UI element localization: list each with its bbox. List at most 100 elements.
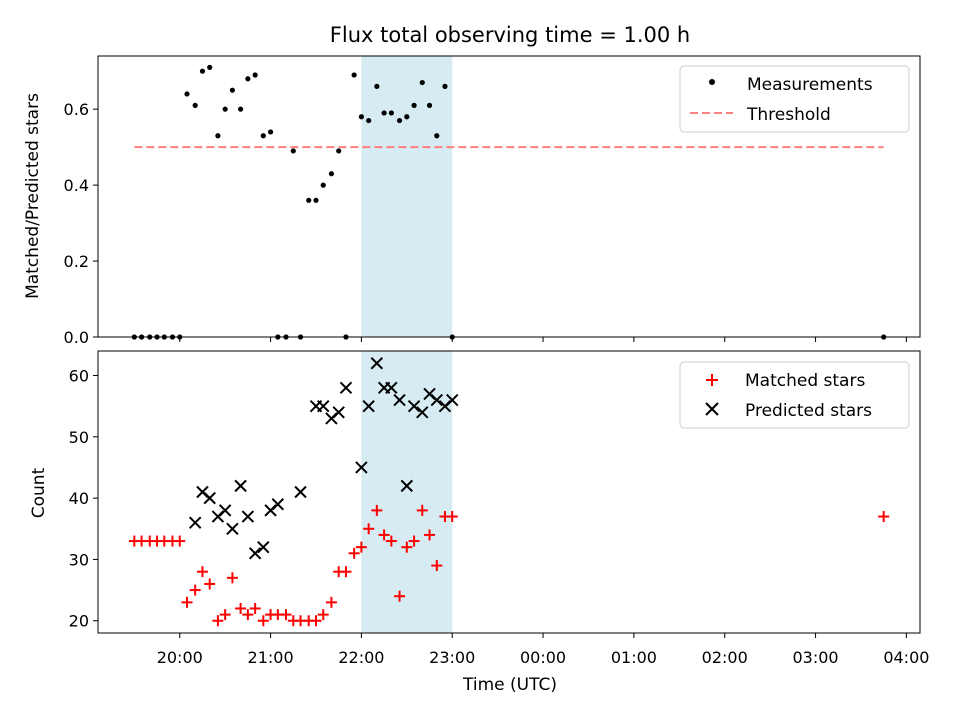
ratio-x-ticks: [179, 337, 907, 342]
matched-star-point: [371, 504, 383, 516]
y-tick-label: 20: [69, 612, 89, 631]
count-axes-frame: [97, 350, 921, 634]
y-tick-label: 0.0: [64, 328, 89, 347]
matched-star-point: [317, 609, 329, 621]
matched-star-point: [204, 578, 216, 590]
ratio-y-axis: 0.0 0.2 0.4 0.6: [64, 100, 98, 347]
y-tick-label: 40: [69, 489, 89, 508]
matched-star-point: [378, 529, 390, 541]
count-x-axis: 20:00 21:00 22:00 23:00 00:00 01:00 02:00 03:00…: [157, 633, 929, 667]
ratio-legend: Measurements Threshold: [679, 65, 910, 133]
measurement-point: [306, 197, 312, 203]
measurement-point: [238, 106, 244, 112]
y-tick-label: 60: [69, 367, 89, 386]
predicted-star-point: [188, 516, 202, 529]
matched-star-point: [446, 511, 458, 523]
matched-star-point: [212, 615, 224, 627]
x-tick-label: 00:00: [520, 648, 566, 667]
measurement-point: [260, 133, 266, 139]
measurement-point: [358, 114, 365, 120]
y-tick-label: 0.4: [64, 176, 89, 195]
ratio-axes-frame: [97, 55, 921, 338]
legend-predicted-label: Predicted stars: [745, 401, 872, 421]
measurement-point: [396, 117, 403, 124]
predicted-star-point: [362, 399, 375, 413]
predicted-star-point: [407, 399, 421, 413]
measurement-point: [442, 83, 448, 89]
y-tick-label: 0.2: [64, 252, 89, 271]
matched-star-point: [219, 609, 231, 621]
legend-measurements-label: Measurements: [747, 75, 873, 95]
matched-star-point: [348, 547, 360, 559]
x-tick-label: 22:00: [338, 648, 384, 667]
predicted-star-point: [400, 479, 414, 493]
legend-matched-label: Matched stars: [745, 371, 865, 391]
measurement-point: [336, 148, 342, 154]
measurement-point: [192, 102, 198, 108]
measurement-point: [328, 171, 335, 177]
matched-star-point: [325, 596, 337, 608]
predicted-star-point: [416, 406, 429, 419]
measurement-point: [419, 79, 425, 86]
matched-stars-points: [128, 504, 890, 627]
chart-title: Flux total observing time = 1.00 h: [330, 23, 690, 47]
measurement-point: [404, 114, 410, 120]
predicted-star-point: [393, 393, 406, 407]
x-tick-label: 20:00: [157, 648, 203, 667]
matched-star-point: [394, 590, 406, 602]
matched-star-point: [408, 535, 420, 547]
x-tick-label: 04:00: [883, 648, 929, 667]
ratio-legend-box: [679, 65, 910, 133]
x-tick-label: 21:00: [248, 648, 294, 667]
count-legend: Matched stars Predicted stars: [679, 361, 910, 429]
ratio-y-label: Matched/Predicted stars: [23, 93, 43, 299]
matched-star-point: [355, 541, 367, 553]
predicted-star-point: [226, 522, 239, 535]
measurement-point: [215, 133, 221, 139]
measurement-point: [222, 106, 228, 112]
measurement-point: [374, 83, 380, 89]
matched-star-point: [416, 504, 428, 516]
measurement-point: [229, 87, 236, 93]
legend-threshold-label: Threshold: [746, 105, 831, 125]
ratio-panel: 0.0 0.2 0.4 0.6 Matched/Predicted stars Mea…: [23, 55, 921, 347]
measurement-point: [207, 64, 213, 70]
x-axis-label: Time (UTC): [462, 675, 557, 695]
matched-star-point: [242, 609, 254, 621]
matched-star-point: [401, 541, 413, 553]
measurement-point: [434, 133, 440, 139]
measurement-point: [313, 197, 319, 203]
y-tick-label: 0.6: [64, 100, 89, 119]
y-tick-label: 30: [69, 550, 89, 569]
predicted-star-point: [370, 357, 384, 370]
predicted-star-point: [355, 461, 368, 474]
count-legend-box: [679, 361, 910, 429]
legend-predicted-marker: [705, 402, 719, 416]
measurement-point: [320, 182, 326, 188]
measurement-point: [366, 117, 372, 124]
predicted-star-point: [317, 399, 330, 413]
legend-matched-marker: [706, 374, 718, 386]
matched-star-point: [181, 596, 193, 608]
measurement-point: [388, 110, 394, 116]
predicted-star-point: [430, 393, 443, 407]
x-tick-label: 23:00: [429, 648, 475, 667]
predicted-star-point: [241, 510, 255, 523]
predicted-star-point: [218, 504, 232, 517]
measurement-point: [245, 76, 251, 82]
measurement-point: [252, 72, 258, 78]
predicted-star-point: [332, 406, 345, 419]
matched-star-point: [196, 566, 208, 578]
count-y-axis: 20 30 40 50 60: [69, 367, 98, 631]
measurement-point: [199, 68, 206, 74]
matched-star-point: [280, 609, 292, 621]
predicted-star-point: [257, 540, 270, 554]
predicted-star-point: [446, 393, 459, 407]
matched-star-point: [385, 535, 397, 547]
legend-measurements-marker: [709, 79, 715, 85]
matched-star-point: [340, 566, 352, 578]
matched-star-point: [310, 615, 322, 627]
matched-star-point: [431, 560, 443, 572]
matched-star-point: [189, 584, 201, 596]
shaded-interval: [361, 351, 453, 633]
